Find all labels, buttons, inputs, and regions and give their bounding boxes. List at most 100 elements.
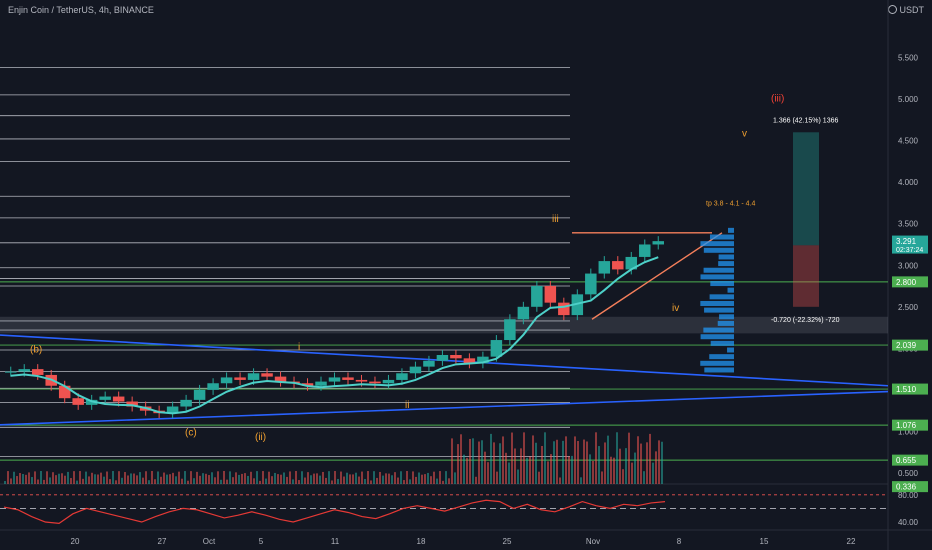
volume-bar [442, 480, 444, 484]
volume-bar [619, 448, 621, 484]
volume-bar [568, 456, 570, 484]
volume-bar [217, 471, 219, 484]
volume-bar [145, 471, 147, 484]
volume-profile-bar [700, 241, 734, 247]
volume-bar [52, 472, 54, 484]
candle-body [220, 377, 233, 384]
volume-profile-bar [727, 347, 734, 353]
volume-bar [406, 471, 408, 484]
price-label-text: 1.510 [896, 385, 917, 394]
price-label-box [892, 454, 928, 466]
volume-bar [280, 474, 282, 484]
volume-bar [58, 473, 60, 484]
volume-bar [163, 472, 165, 484]
volume-bar [94, 474, 96, 484]
volume-bar [286, 476, 288, 484]
candle-body [247, 373, 260, 380]
candle-body [490, 340, 503, 357]
price-tick-label: 1.000 [898, 427, 919, 436]
volume-bar [184, 471, 186, 484]
volume-bar [427, 472, 429, 484]
candle-body [585, 273, 597, 295]
volume-bar [343, 476, 345, 484]
candle-body [423, 360, 435, 367]
price-tick-label: 4.500 [898, 137, 919, 146]
wave-label: v [742, 128, 747, 139]
volume-bar [49, 477, 51, 484]
volume-bar [529, 456, 531, 484]
volume-bar [196, 471, 198, 484]
volume-bar [577, 440, 579, 484]
volume-bar [88, 476, 90, 484]
volume-bar [553, 441, 555, 484]
volume-bar [346, 472, 348, 484]
candle-body [18, 369, 30, 372]
volume-profile-bar [709, 234, 734, 240]
volume-bar [358, 476, 360, 484]
chart-annotation: tp 3.8 - 4.1 - 4.4 [706, 200, 756, 207]
volume-bar [352, 474, 354, 484]
range-zone [0, 316, 888, 334]
candle-body [558, 302, 570, 316]
volume-bar [481, 440, 483, 484]
volume-bar [496, 471, 498, 484]
volume-bar [202, 473, 204, 484]
volume-bar [319, 475, 321, 484]
volume-bar [274, 472, 276, 484]
volume-bar [523, 432, 525, 484]
triangle-bottom-line [591, 232, 723, 320]
wave-label: iv [672, 303, 679, 314]
volume-bar [73, 471, 75, 484]
volume-bar [283, 472, 285, 484]
volume-bar [295, 471, 297, 484]
volume-bar [478, 441, 480, 484]
volume-bar [451, 438, 453, 484]
volume-profile-bar [728, 227, 734, 233]
volume-bar [637, 436, 639, 484]
candle-body [166, 406, 179, 414]
wave-label: (ii) [255, 432, 266, 443]
volume-bar [661, 441, 663, 484]
volume-bar [85, 471, 87, 484]
candle-body [207, 383, 219, 390]
rsi-line [3, 499, 666, 524]
price-label-text: 2.039 [896, 341, 917, 350]
moving-average-line [10, 256, 659, 415]
volume-bar [169, 474, 171, 484]
volume-bar [559, 477, 561, 484]
candle-body [396, 373, 408, 380]
volume-bar [175, 476, 177, 484]
volume-bar [97, 474, 99, 484]
volume-bar [244, 473, 246, 484]
volume-bar [355, 472, 357, 484]
wave-label: ii [405, 400, 409, 411]
volume-bar [463, 454, 465, 484]
volume-bar [25, 474, 27, 484]
candle-body [531, 286, 543, 307]
volume-bar [424, 474, 426, 484]
volume-bar [400, 471, 402, 484]
volume-profile-bar [727, 287, 734, 293]
volume-bar [106, 471, 108, 484]
volume-bar [373, 471, 375, 484]
volume-bar [109, 479, 111, 484]
volume-bar [583, 439, 585, 484]
volume-bar [367, 471, 369, 484]
volume-bar [100, 472, 102, 484]
candle-body [72, 398, 84, 405]
wave-label: (c) [185, 428, 197, 439]
volume-bar [610, 456, 612, 484]
symbol-title: Enjin Coin / TetherUS, 4h, BINANCE [8, 5, 154, 15]
volume-bar [592, 460, 594, 484]
volume-bar [22, 474, 24, 484]
volume-bar [115, 480, 117, 484]
volume-bar [640, 443, 642, 484]
volume-bar [229, 471, 231, 484]
volume-bar [181, 478, 183, 484]
volume-bar [652, 462, 654, 484]
volume-bar [370, 480, 372, 484]
candle-body [477, 356, 489, 364]
volume-bar [226, 479, 228, 484]
volume-bar [430, 476, 432, 484]
